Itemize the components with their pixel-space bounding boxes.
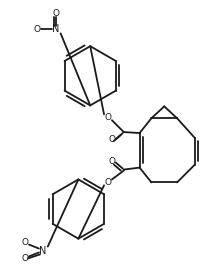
Text: O: O	[104, 178, 111, 187]
Text: O: O	[108, 135, 115, 144]
Text: O: O	[104, 113, 111, 122]
Text: O: O	[108, 157, 115, 166]
Text: O: O	[33, 25, 40, 34]
Text: O: O	[22, 254, 29, 263]
Text: N: N	[39, 246, 46, 256]
Text: O: O	[22, 238, 29, 247]
Text: N: N	[52, 24, 59, 35]
Text: O: O	[52, 9, 59, 18]
